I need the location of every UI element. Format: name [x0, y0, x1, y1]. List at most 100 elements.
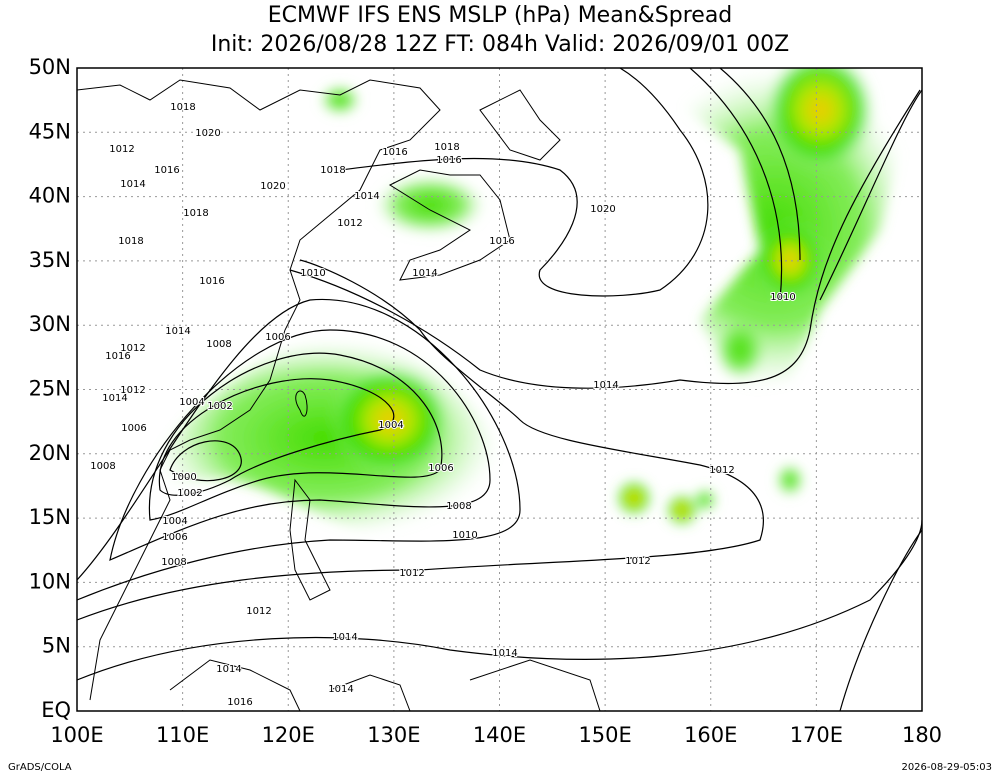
isobar [819, 89, 922, 301]
contour-labels: 1018 1020 1012 1016 1014 1018 1020 1016 1018 1016… [89, 101, 796, 709]
contour-label: 1014 [102, 393, 127, 404]
spread-area [765, 68, 875, 170]
contour-label: 1014 [120, 179, 145, 190]
lon-tick-label: 100E [50, 723, 103, 747]
contour-label: 1006 [162, 532, 187, 543]
spread-area [330, 365, 450, 475]
isobar [77, 259, 764, 621]
spread-area [616, 480, 652, 516]
lat-tick-label: 50N [29, 55, 71, 79]
contour-label: 1002 [177, 488, 202, 499]
contour-label: 1016 [489, 236, 514, 247]
contour-label: 1008 [446, 501, 471, 512]
lon-tick-label: 130E [367, 723, 420, 747]
footer-left: GrADS/COLA [8, 762, 72, 773]
coastline [329, 674, 411, 711]
contour-label: 1012 [109, 144, 134, 155]
contour-label: 1014 [354, 191, 379, 202]
contour-label: 1000 [171, 472, 196, 483]
isobar [689, 68, 783, 301]
contour-label: 1006 [265, 332, 290, 343]
lat-tick-label: 10N [29, 569, 71, 593]
coastline [469, 659, 601, 711]
lat-tick-label: 40N [29, 184, 71, 208]
contour-label: 1012 [337, 218, 362, 229]
isobars [77, 68, 922, 711]
isobar [719, 68, 801, 261]
contour-label: 1020 [260, 181, 285, 192]
contour-label: 1010 [300, 268, 325, 279]
contour-label: 1012 [120, 385, 145, 396]
lon-tick-label: 180 [902, 723, 942, 747]
lat-tick-label: 35N [29, 248, 71, 272]
contour-label: 1020 [590, 204, 615, 215]
contour-label: 1014 [328, 684, 353, 695]
lon-tick-label: 160E [684, 723, 737, 747]
spread-area [776, 464, 804, 496]
map-frame [76, 67, 923, 712]
title: ECMWF IFS ENS MSLP (hPa) Mean&Spread [268, 3, 733, 28]
contour-label: 1012 [399, 568, 424, 579]
isobar [339, 68, 709, 297]
contour-label: 1012 [709, 465, 734, 476]
coastline [77, 79, 441, 701]
lon-tick-label: 170E [790, 723, 843, 747]
lat-tick-label: EQ [41, 698, 71, 722]
isobar [839, 529, 922, 711]
lat-tick-label: 25N [29, 377, 71, 401]
spread-area [375, 175, 485, 235]
contour-label: 1014 [332, 632, 357, 643]
coastlines [77, 79, 601, 711]
coastline [169, 659, 301, 711]
contour-label: 1008 [206, 339, 231, 350]
isobar [289, 89, 921, 389]
lat-tick-label: 20N [29, 441, 71, 465]
lon-tick-label: 120E [262, 723, 315, 747]
isobar [77, 298, 521, 601]
contour-label: 1018 [434, 142, 459, 153]
spread-shading: 1018 1020 1012 1016 1014 1018 1020 1016 1018 1016… [77, 68, 922, 711]
contour-label: 1016 [154, 165, 179, 176]
contour-label: 1016 [199, 276, 224, 287]
lat-tick-label: 15N [29, 505, 71, 529]
contour-label: 1016 [382, 147, 407, 158]
lon-tick-label: 110E [156, 723, 209, 747]
footer-right: 2026-08-29-05:03 [901, 762, 992, 773]
contour-label: 1018 [320, 165, 345, 176]
contour-label: 1010 [770, 292, 795, 303]
contour-label: 1012 [625, 556, 650, 567]
contour-label: 1012 [120, 343, 145, 354]
spread-area [715, 320, 765, 380]
contour-label: 1016 [436, 155, 461, 166]
subtitle: Init: 2026/08/28 12Z FT: 084h Valid: 202… [211, 32, 789, 57]
contour-label: 1018 [118, 236, 143, 247]
contour-label: 1006 [428, 463, 453, 474]
isobar [169, 440, 242, 482]
lat-tick-label: 45N [29, 119, 71, 143]
contour-label: 1014 [412, 268, 437, 279]
lon-tick-label: 140E [473, 723, 526, 747]
isobar [148, 352, 443, 521]
contour-label: 1002 [207, 401, 232, 412]
isobar [158, 378, 395, 496]
contour-label: 1018 [170, 102, 195, 113]
coastline [295, 390, 308, 417]
contour-label: 1008 [90, 461, 115, 472]
contour-label: 1018 [183, 208, 208, 219]
isobar [77, 519, 922, 681]
spread-area [755, 220, 825, 300]
contour-label: 1004 [162, 516, 187, 527]
contour-label: 1014 [492, 648, 517, 659]
coastline [479, 89, 561, 161]
lat-tick-label: 30N [29, 312, 71, 336]
axis-ticks: 100E 110E 120E 130E 140E 150E 160E 170E 180 EQ 5N 1… [29, 55, 942, 747]
contour-label: 1004 [179, 397, 204, 408]
lat-tick-label: 5N [42, 634, 71, 658]
contour-label: 1012 [246, 606, 271, 617]
spread-area [693, 488, 717, 512]
contour-label: 1010 [452, 530, 477, 541]
isobar [109, 329, 491, 562]
spread-area [320, 85, 360, 115]
coastline [388, 169, 511, 281]
